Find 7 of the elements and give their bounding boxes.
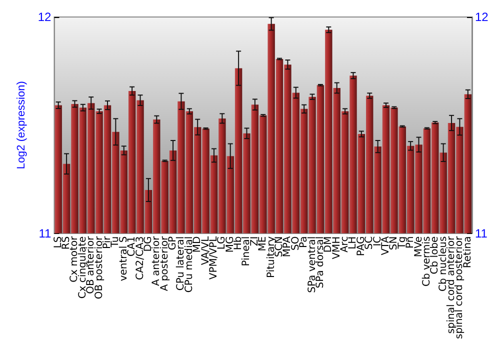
- y-axis-title: Log2 (expression): [16, 81, 28, 170]
- y2-tick-label: 11: [475, 226, 488, 240]
- x-tick-label: OB posterior: [94, 235, 105, 300]
- x-tick-label: Retina: [462, 236, 474, 268]
- x-tick-label: A posterior: [159, 235, 170, 292]
- y2-tick-label: 12: [475, 10, 489, 24]
- x-tick-label: Tg: [396, 236, 408, 250]
